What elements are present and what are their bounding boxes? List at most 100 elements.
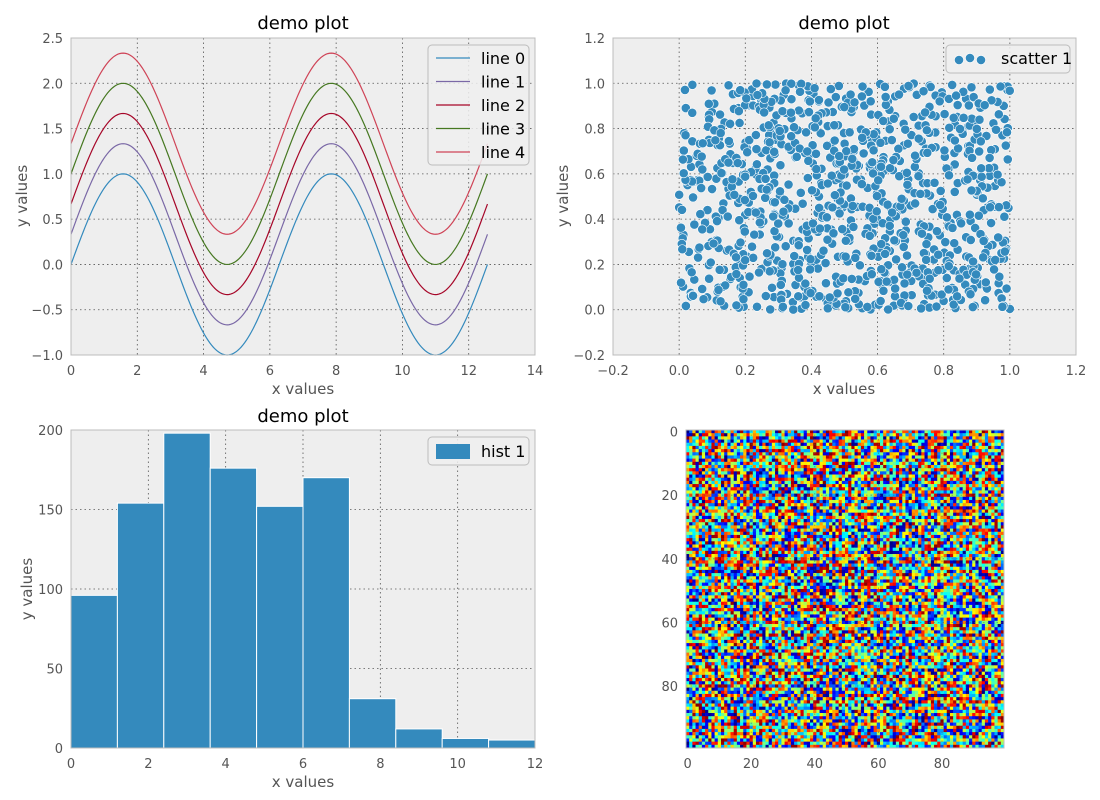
heatmap-cell <box>892 506 897 510</box>
heatmap-cell <box>905 496 909 501</box>
heatmap-cell <box>851 515 855 520</box>
heatmap-cell <box>784 519 789 523</box>
heatmap-cell <box>692 436 696 440</box>
heatmap-cell <box>924 442 929 447</box>
heatmap-cell <box>972 455 976 459</box>
heatmap-cell <box>937 515 941 520</box>
heatmap-cell <box>736 506 741 510</box>
heatmap-cell <box>914 474 919 479</box>
heatmap-cell <box>717 439 722 444</box>
heatmap-cell <box>803 449 808 453</box>
heatmap-cell <box>892 455 897 459</box>
heatmap-cell <box>873 442 878 447</box>
heatmap-cell <box>911 538 916 542</box>
heatmap-cell <box>714 468 719 472</box>
heatmap-cell <box>806 484 811 488</box>
heatmap-cell <box>838 531 843 536</box>
heatmap-cell <box>781 445 785 450</box>
heatmap-cell <box>892 484 897 488</box>
heatmap-cell <box>825 528 830 533</box>
heatmap-cell <box>848 471 852 475</box>
heatmap-cell <box>873 439 878 444</box>
scatter-point <box>976 163 987 174</box>
heatmap-cell <box>975 455 979 459</box>
heatmap-cell <box>794 522 798 526</box>
heatmap-cell <box>701 430 706 434</box>
heatmap-cell <box>746 458 750 463</box>
heatmap-cell <box>810 522 814 526</box>
heatmap-cell <box>934 442 938 447</box>
heatmap-cell <box>784 487 789 491</box>
heatmap-cell <box>736 458 741 463</box>
heatmap-cell <box>746 474 750 479</box>
heatmap-cell <box>727 509 731 514</box>
heatmap-cell <box>733 528 738 533</box>
heatmap-cell <box>755 534 760 539</box>
heatmap-cell <box>736 550 741 555</box>
heatmap-cell <box>790 455 795 459</box>
line-chart-y-tick-label: 1.0 <box>42 168 63 183</box>
heatmap-cell <box>937 496 941 501</box>
heatmap-cell <box>768 499 773 504</box>
heatmap-cell <box>879 528 884 533</box>
heatmap-cell <box>759 433 763 437</box>
heatmap-cell <box>911 528 916 533</box>
heatmap-cell <box>895 499 900 504</box>
heatmap-cell <box>848 525 852 529</box>
heatmap-cell <box>730 480 735 485</box>
heatmap-cell <box>832 468 836 472</box>
heatmap-cell <box>889 449 894 453</box>
heatmap-cell <box>867 474 871 479</box>
heatmap-cell <box>934 487 938 491</box>
heatmap-cell <box>740 544 744 549</box>
scatter-point <box>704 273 714 284</box>
histogram-x-tick-label: 0 <box>67 757 75 772</box>
heatmap-cell <box>956 547 960 552</box>
heatmap-cell <box>771 458 776 463</box>
heatmap-cell <box>997 468 1002 472</box>
heatmap-cell <box>997 436 1002 440</box>
heatmap-cell <box>873 436 878 440</box>
heatmap-cell <box>775 452 779 456</box>
heatmap-cell <box>752 512 757 517</box>
heatmap-cell <box>705 538 709 542</box>
heatmap-cell <box>873 503 878 507</box>
heatmap-cell <box>905 528 909 533</box>
heatmap-cell <box>845 430 849 434</box>
scatter-point <box>777 106 788 117</box>
heatmap-cell <box>921 528 925 533</box>
heatmap-cell <box>943 480 948 485</box>
heatmap-cell <box>752 538 757 542</box>
heatmap-cell <box>727 474 731 479</box>
scatter-point <box>958 112 969 123</box>
heatmap-cell <box>908 442 913 447</box>
heatmap-cell <box>803 538 808 542</box>
heatmap-cell <box>911 512 916 517</box>
scatter-point <box>934 96 945 107</box>
heatmap-cell <box>698 550 703 555</box>
heatmap-cell <box>714 522 719 526</box>
heatmap-cell <box>927 474 932 479</box>
heatmap-cell <box>810 449 814 453</box>
heatmap-cell <box>689 445 693 450</box>
line-series-4 <box>70 52 489 235</box>
heatmap-cell <box>879 509 884 514</box>
heatmap-cell <box>775 550 779 555</box>
heatmap-cell <box>752 531 757 536</box>
heatmap-cell <box>981 547 986 552</box>
heatmap-cell <box>695 499 700 504</box>
heatmap-cell <box>787 525 792 529</box>
heatmap-cell <box>790 458 795 463</box>
heatmap-cell <box>752 515 757 520</box>
heatmap-cell <box>895 439 900 444</box>
heatmap-cell <box>943 452 948 456</box>
heatmap-cell <box>867 487 871 491</box>
legend-label-line-0: line 0 <box>481 49 525 68</box>
heatmap-cell <box>787 490 792 494</box>
heatmap-cell <box>883 515 887 520</box>
heatmap-cell <box>918 531 922 536</box>
heatmap-cell <box>860 458 865 463</box>
heatmap-cell <box>969 522 973 526</box>
heatmap-cell <box>765 538 770 542</box>
heatmap-cell <box>883 433 887 437</box>
